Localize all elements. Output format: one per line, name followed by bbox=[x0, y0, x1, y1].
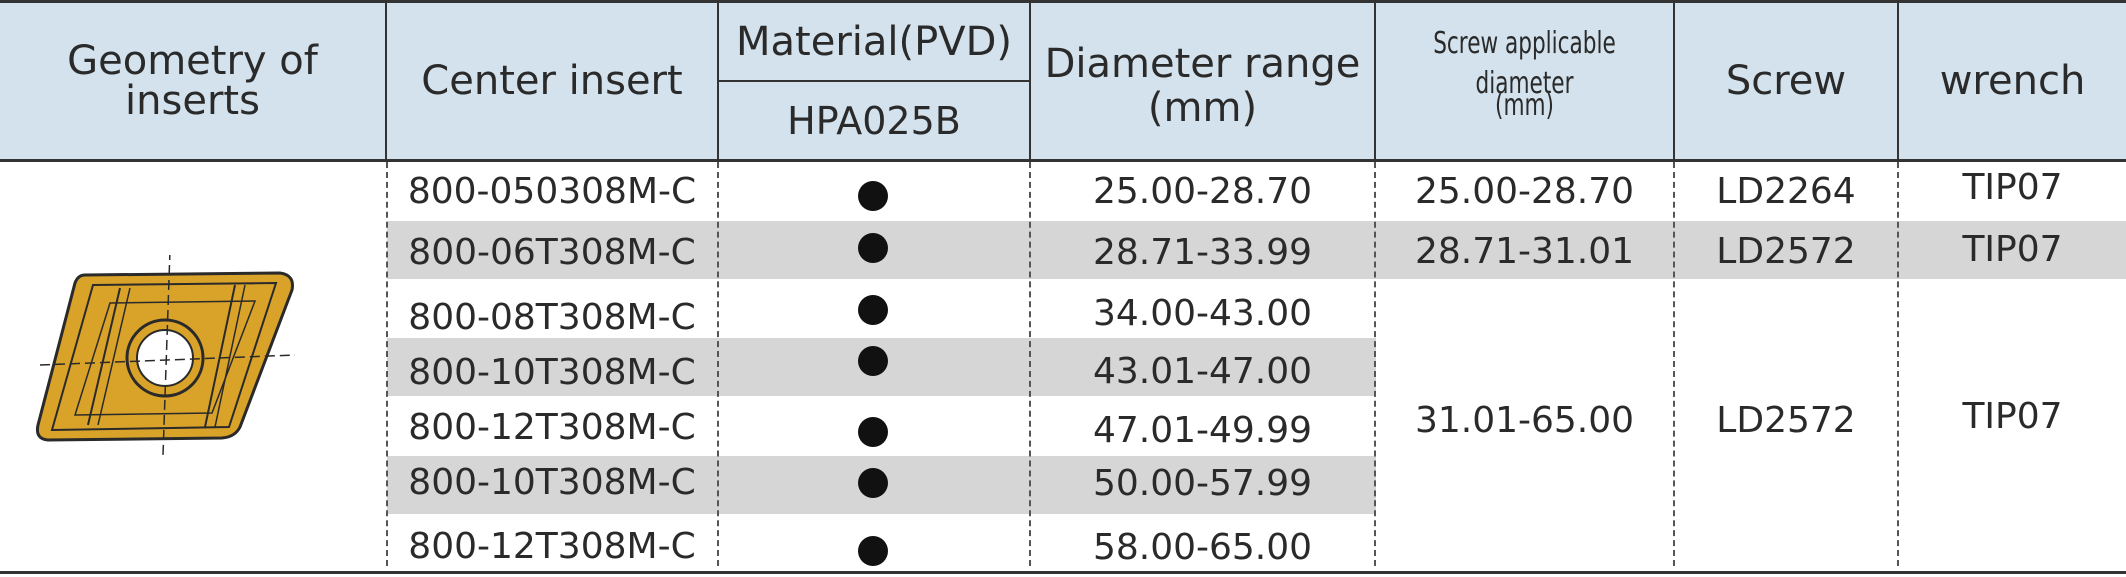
header-screw: Screw bbox=[1725, 58, 1847, 104]
column-divider bbox=[386, 162, 388, 566]
header-divider bbox=[1029, 0, 1031, 162]
header-divider bbox=[1897, 0, 1899, 162]
header-material: Material(PVD) bbox=[736, 18, 1012, 65]
column-divider bbox=[717, 162, 719, 566]
table-cell-diameter: 50.00-57.99 bbox=[1092, 462, 1313, 504]
table-cell-insert: 800-12T308M-C bbox=[408, 406, 696, 448]
table-cell-diameter: 43.01-47.00 bbox=[1092, 350, 1313, 392]
insert-geometry-icon bbox=[36, 255, 296, 455]
header-diameter-unit: (mm) bbox=[1147, 85, 1258, 131]
header-grade: HPA025B bbox=[787, 98, 961, 143]
header-divider bbox=[1673, 0, 1675, 162]
header-screw-diameter: Screw applicable diameter bbox=[1433, 26, 1616, 101]
table-cell-screw-diameter: 25.00-28.70 bbox=[1414, 170, 1635, 212]
table-cell-insert: 800-10T308M-C bbox=[408, 461, 696, 503]
table-cell-screw: LD2264 bbox=[1716, 170, 1856, 212]
table-cell-screw-diameter: 31.01-65.00 bbox=[1414, 399, 1635, 441]
header-wrench: wrench bbox=[1939, 58, 2086, 104]
material-dot bbox=[858, 233, 888, 263]
table-cell-diameter: 34.00-43.00 bbox=[1092, 292, 1313, 334]
table-cell-diameter: 28.71-33.99 bbox=[1092, 231, 1313, 273]
header-center-insert: Center insert bbox=[421, 58, 683, 104]
material-dot bbox=[858, 536, 888, 566]
material-dot bbox=[858, 295, 888, 325]
table-cell-screw: LD2572 bbox=[1716, 230, 1856, 272]
table-cell-wrench: TIP07 bbox=[1962, 228, 2063, 270]
material-dot bbox=[858, 181, 888, 211]
table-header bbox=[0, 0, 2126, 162]
table-cell-diameter: 47.01-49.99 bbox=[1092, 409, 1313, 451]
table-cell-diameter: 25.00-28.70 bbox=[1092, 170, 1313, 212]
column-divider bbox=[1673, 162, 1675, 566]
header-diameter-range: Diameter range bbox=[1044, 41, 1361, 87]
column-divider bbox=[1897, 162, 1899, 566]
table-cell-insert: 800-06T308M-C bbox=[408, 231, 696, 273]
column-divider bbox=[1374, 162, 1376, 566]
header-geometry: Geometry of inserts bbox=[67, 38, 318, 124]
table-cell-insert: 800-050308M-C bbox=[407, 170, 697, 212]
table-cell-wrench: TIP07 bbox=[1962, 395, 2063, 437]
column-divider bbox=[1029, 162, 1031, 566]
table-cell-screw: LD2572 bbox=[1716, 399, 1856, 441]
table-cell-insert: 800-08T308M-C bbox=[408, 296, 696, 338]
header-divider bbox=[1374, 0, 1376, 162]
material-dot bbox=[858, 346, 888, 376]
table-cell-insert: 800-10T308M-C bbox=[408, 351, 696, 393]
header-screw-diameter-unit: (mm) bbox=[1495, 88, 1554, 123]
header-subdivider bbox=[717, 80, 1029, 82]
header-divider bbox=[385, 0, 387, 162]
table-cell-insert: 800-12T308M-C bbox=[408, 525, 696, 567]
table-cell-diameter: 58.00-65.00 bbox=[1092, 526, 1313, 568]
table-cell-screw-diameter: 28.71-31.01 bbox=[1414, 230, 1635, 272]
table-bottom-rule bbox=[0, 571, 2126, 574]
material-dot bbox=[858, 468, 888, 498]
material-dot bbox=[858, 417, 888, 447]
row-stripe bbox=[387, 221, 2126, 279]
table-cell-wrench: TIP07 bbox=[1962, 166, 2063, 208]
